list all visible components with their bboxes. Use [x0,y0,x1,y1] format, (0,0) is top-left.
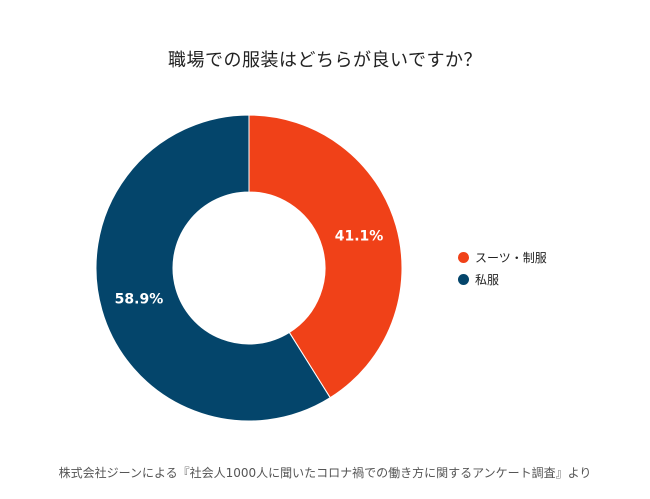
legend-swatch-suit [458,251,469,263]
slice-suit [248,114,403,399]
legend-item-suit[interactable]: スーツ・制服 [458,247,547,267]
legend-label-suit: スーツ・制服 [475,250,547,265]
legend-label-casual: 私服 [475,272,500,287]
donut-slices [95,114,403,422]
data-label-casual: 58.9% [115,292,164,308]
chart-title: 職場での服装はどちらが良いですか？ [168,50,482,71]
legend-item-casual[interactable]: 私服 [458,269,547,289]
data-label-suit: 41.1% [335,228,384,244]
donut-labels: 41.1% 58.9% [115,228,384,307]
slice-casual [95,114,331,422]
legend-swatch-casual [458,273,469,285]
source-note: 株式会社ジーンによる『社会人1000人に聞いたコロナ禍での働き方に関するアンケー… [58,466,592,480]
chart-legend: スーツ・制服 私服 [458,247,547,291]
